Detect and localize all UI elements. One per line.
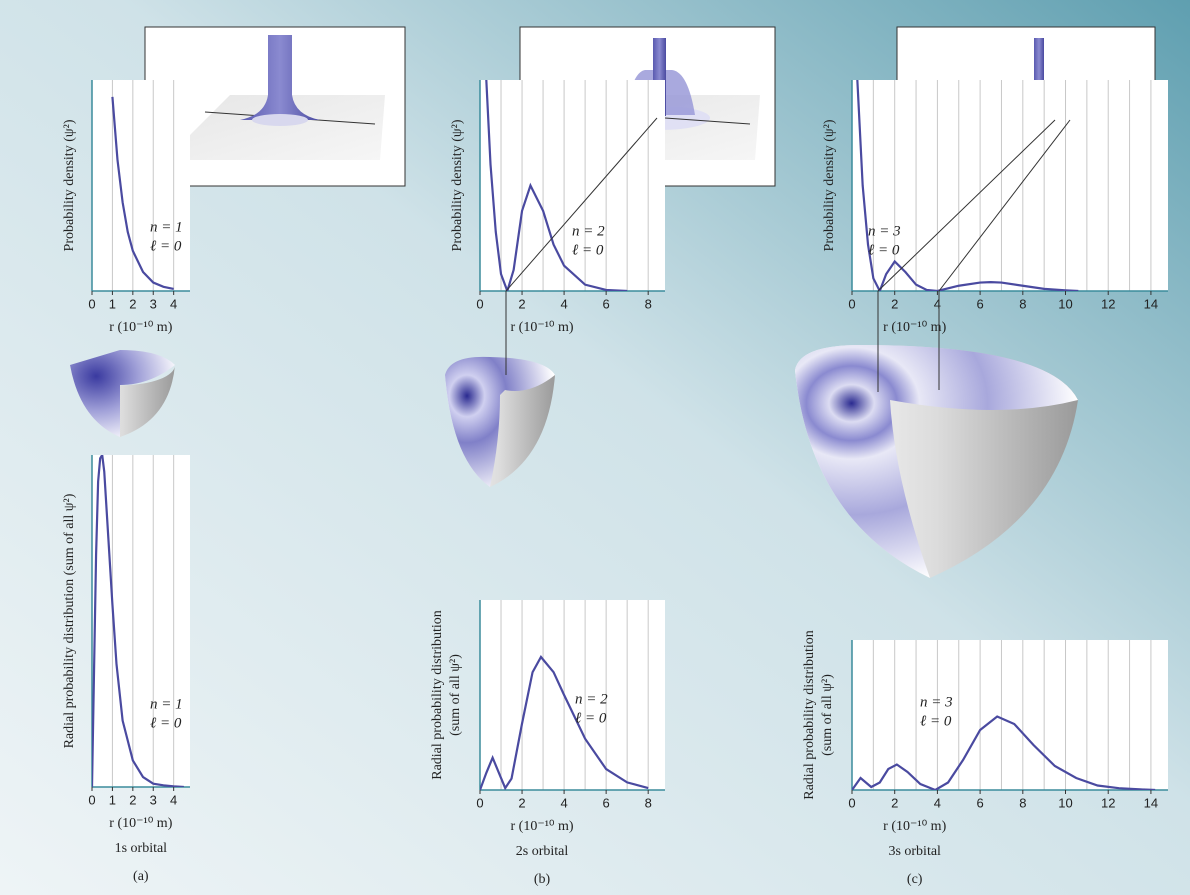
x-tick-label: 6 (976, 296, 983, 311)
x-tick-label: 1 (109, 296, 116, 311)
x-tick-label: 0 (848, 296, 855, 311)
annotation: n = 1 (150, 219, 183, 235)
chart: 0 1 2 3 4 r (10⁻¹⁰ m) Radial probability distr… (62, 455, 190, 884)
x-axis-label: r (10⁻¹⁰ m) (109, 816, 172, 831)
panel-label: (b) (534, 872, 551, 887)
x-tick-label: 10 (1058, 795, 1072, 810)
curve (480, 655, 649, 790)
x-tick-label: 6 (603, 795, 610, 810)
panel-label: (c) (907, 872, 923, 887)
x-tick-label: 8 (1019, 296, 1026, 311)
y-axis-label: Radial probability distribution (802, 630, 817, 800)
annotation: n = 2 (575, 691, 608, 707)
x-tick-label: 14 (1144, 296, 1158, 311)
x-tick-label: 2 (518, 296, 525, 311)
x-tick-label: 12 (1101, 296, 1115, 311)
plot-area (92, 80, 190, 291)
x-tick-label: 4 (560, 795, 567, 810)
x-tick-label: 3 (150, 296, 157, 311)
y-axis-label: Probability density (ψ²) (450, 119, 465, 251)
x-tick-label: 1 (109, 792, 116, 807)
sphere-2s (445, 356, 555, 487)
x-tick-label: 0 (848, 795, 855, 810)
x-tick-label: 6 (603, 296, 610, 311)
annotation: ℓ = 0 (868, 242, 900, 258)
connector-lines (505, 117, 1071, 392)
curve (111, 96, 174, 290)
y-axis-label: Probability density (ψ²) (62, 119, 77, 251)
curve (856, 80, 1079, 291)
x-tick-label: 0 (476, 296, 483, 311)
curve (852, 715, 1156, 790)
panel-label: (a) (133, 869, 149, 884)
plot-area (852, 80, 1168, 291)
x-tick-label: 6 (976, 795, 983, 810)
plot-area (480, 80, 665, 291)
x-tick-label: 4 (560, 296, 567, 311)
y-axis-label: (sum of all ψ²) (820, 674, 835, 756)
annotation: ℓ = 0 (575, 710, 607, 726)
x-tick-label: 0 (88, 792, 95, 807)
x-axis-label: r (10⁻¹⁰ m) (109, 320, 172, 335)
x-tick-label: 4 (170, 296, 177, 311)
annotation: ℓ = 0 (150, 715, 182, 731)
curve (92, 455, 184, 787)
x-tick-label: 4 (934, 296, 941, 311)
annotation: ℓ = 0 (920, 713, 952, 729)
x-axis-label: r (10⁻¹⁰ m) (511, 320, 574, 335)
charts: 0 1 2 3 4r (10⁻¹⁰ m)Probability density (ψ²)… (62, 80, 1168, 887)
x-axis-label: r (10⁻¹⁰ m) (883, 819, 946, 834)
y-axis-label: Radial probability distribution (sum of … (62, 493, 77, 748)
y-axis-label: Radial probability distribution (430, 610, 445, 780)
sphere-1s (70, 350, 175, 437)
x-tick-label: 0 (88, 296, 95, 311)
x-tick-label: 10 (1058, 296, 1072, 311)
annotation: n = 1 (150, 696, 183, 712)
annotation: n = 3 (868, 223, 901, 239)
x-tick-label: 14 (1144, 795, 1158, 810)
chart: 0 2 4 6 8 r (10⁻¹⁰ m) Probability density (ψ²)… (450, 80, 665, 335)
annotation: n = 2 (572, 223, 605, 239)
x-tick-label: 12 (1101, 795, 1115, 810)
x-tick-label: 8 (645, 296, 652, 311)
x-axis-label: r (10⁻¹⁰ m) (511, 819, 574, 834)
x-tick-label: 2 (129, 296, 136, 311)
x-tick-label: 2 (891, 296, 898, 311)
annotation: ℓ = 0 (150, 238, 182, 254)
x-tick-label: 0 (476, 795, 483, 810)
x-tick-label: 4 (934, 795, 941, 810)
annotation: ℓ = 0 (572, 242, 604, 258)
x-tick-label: 8 (645, 795, 652, 810)
y-axis-label: (sum of all ψ²) (448, 654, 463, 736)
x-tick-label: 2 (891, 795, 898, 810)
chart: 0 1 2 3 4 r (10⁻¹⁰ m) Probability density (ψ²)… (62, 80, 190, 335)
chart: 0 2 4 6 8 10 12 14 r (10⁻¹⁰ m) Probability densit… (822, 80, 1168, 335)
x-tick-label: 4 (170, 792, 177, 807)
plot-area (480, 600, 665, 790)
caption: 2s orbital (516, 844, 569, 859)
x-axis-label: r (10⁻¹⁰ m) (883, 320, 946, 335)
x-tick-label: 2 (129, 792, 136, 807)
annotation: n = 3 (920, 694, 953, 710)
x-tick-label: 3 (150, 792, 157, 807)
plot-area (852, 640, 1168, 790)
chart: 0 2 4 6 8 10 12 14 r (10⁻¹⁰ m) Radial probability… (802, 630, 1168, 887)
caption: 1s orbital (115, 841, 168, 856)
caption: 3s orbital (888, 844, 941, 859)
y-axis-label: Probability density (ψ²) (822, 119, 837, 251)
x-tick-label: 8 (1019, 795, 1026, 810)
x-tick-label: 2 (518, 795, 525, 810)
curve (485, 80, 628, 291)
chart: 0 2 4 6 8 r (10⁻¹⁰ m) Radial probability distr… (430, 600, 665, 887)
sphere-3s (795, 345, 1078, 578)
